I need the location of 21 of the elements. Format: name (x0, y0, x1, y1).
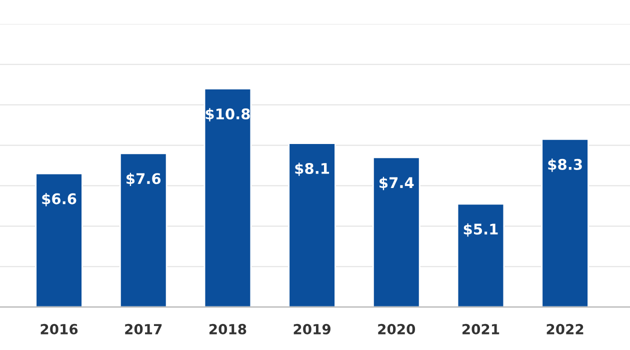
bar (204, 88, 252, 307)
data-label: $5.1 (464, 223, 498, 237)
x-tick-label: 2020 (378, 324, 416, 334)
data-label: $8.3 (548, 158, 582, 172)
x-tick-label: 2018 (209, 324, 246, 334)
bar (288, 142, 336, 307)
data-label: $10.8 (206, 108, 250, 122)
bar (456, 203, 505, 307)
x-tick-label: 2019 (294, 324, 330, 334)
x-tick-label: 2016 (40, 324, 78, 334)
x-tick-label: 2017 (125, 324, 162, 334)
data-label: $8.1 (295, 162, 330, 176)
bar (541, 138, 589, 307)
bar (119, 152, 168, 307)
bar (372, 156, 420, 307)
x-tick-label: 2021 (462, 324, 500, 334)
data-label: $6.6 (42, 193, 76, 206)
data-label: $7.6 (126, 172, 161, 186)
x-tick-label: 2022 (546, 324, 584, 334)
data-label: $7.4 (380, 176, 414, 190)
bar (35, 172, 83, 307)
